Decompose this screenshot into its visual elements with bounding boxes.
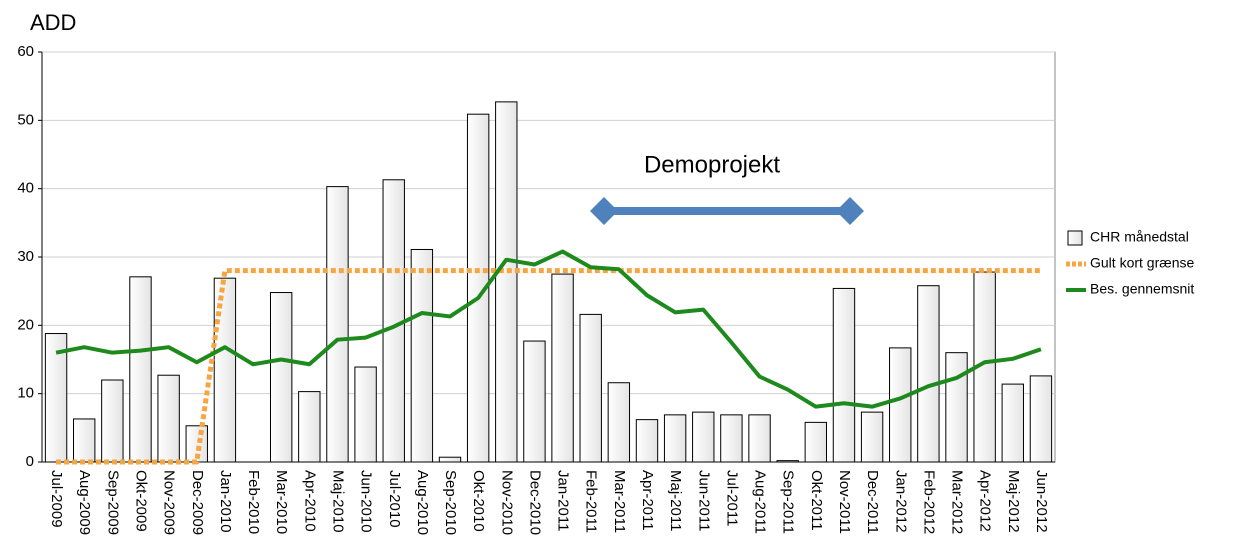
x-tick-label: Jun-2012: [1033, 470, 1050, 533]
x-tick-label: Jan-2010: [217, 470, 234, 533]
y-tick-label: 60: [17, 43, 34, 60]
x-tick-label: Maj-2011: [667, 470, 684, 531]
bar: [410, 248, 434, 463]
x-tick-label: Jun-2011: [695, 470, 712, 531]
x-tick-label: Okt-2010: [470, 470, 487, 532]
x-tick-label: Feb-2011: [583, 470, 600, 533]
x-tick-label: Nov-2009: [161, 470, 178, 535]
x-tick-label: Jul-2010: [386, 470, 403, 528]
y-tick-label: 30: [17, 248, 34, 265]
x-tick-label: Apr-2012: [977, 470, 994, 532]
x-tick-label: Nov-2011: [836, 470, 853, 534]
x-tick-label: Mar-2012: [949, 470, 966, 534]
bar: [692, 411, 715, 463]
x-tick-label: Feb-2010: [245, 470, 262, 534]
x-tick-label: Jul-2011: [723, 470, 740, 526]
bar: [157, 374, 180, 463]
x-tick-label: Mar-2011: [611, 470, 628, 533]
x-tick-label: Maj-2010: [329, 470, 346, 533]
bar: [269, 292, 293, 463]
bar: [523, 340, 546, 463]
limit-line: [56, 268, 1041, 465]
legend-label: Bes. gennemsnit: [1090, 281, 1194, 297]
x-tick-label: Aug-2011: [752, 470, 769, 534]
legend-label: Gult kort grænse: [1090, 255, 1194, 271]
x-tick-label: Apr-2011: [639, 470, 656, 531]
x-tick-label: Mar-2010: [273, 470, 290, 534]
bar: [551, 273, 574, 463]
y-tick-label: 50: [17, 111, 34, 128]
x-tick-label: Aug-2010: [414, 470, 431, 535]
bar: [326, 186, 349, 463]
bar: [101, 379, 124, 463]
x-tick-label: Dec-2010: [526, 470, 543, 535]
bar: [466, 113, 490, 463]
bar: [73, 418, 96, 463]
x-tick-label: Apr-2010: [301, 470, 318, 532]
legend-swatch: [1067, 230, 1083, 246]
bar: [129, 276, 152, 463]
x-tick-label: Feb-2012: [920, 470, 937, 534]
bar: [804, 421, 828, 463]
bar: [354, 366, 377, 463]
x-tick-label: Sep-2009: [104, 470, 121, 535]
bar: [945, 352, 968, 463]
bar: [860, 411, 884, 463]
average-line: [55, 249, 1042, 409]
y-tick-label: 0: [26, 453, 34, 470]
legend-label: CHR månedstal: [1090, 229, 1189, 245]
bar: [607, 382, 631, 463]
bar: [917, 285, 940, 463]
x-tick-label: Dec-2009: [189, 470, 206, 535]
bar: [663, 414, 687, 463]
bar: [776, 460, 799, 463]
bar: [635, 419, 659, 463]
bar: [832, 287, 856, 463]
x-tick-label: Sep-2011: [780, 470, 797, 534]
bar: [748, 414, 771, 463]
y-tick-label: 10: [17, 385, 34, 402]
bar: [579, 313, 602, 463]
y-tick-label: 40: [17, 180, 34, 197]
x-tick-label: Okt-2009: [133, 470, 150, 532]
x-tick-label: Jan-2011: [555, 470, 572, 531]
annotation-arrow: [590, 197, 864, 225]
bar: [495, 101, 518, 463]
x-tick-label: Maj-2012: [1005, 470, 1022, 533]
y-tick-label: 20: [17, 316, 34, 333]
bar: [298, 391, 321, 463]
x-tick-label: Jan-2012: [892, 470, 909, 533]
x-tick-label: Dec-2011: [864, 470, 881, 534]
x-tick-label: Sep-2010: [442, 470, 459, 535]
bar: [720, 414, 743, 463]
x-tick-label: Okt-2011: [808, 470, 825, 531]
annotation: Demoprojekt: [644, 151, 780, 178]
x-tick-label: Jul-2009: [48, 470, 65, 528]
bar: [889, 347, 912, 463]
bar: [1029, 375, 1053, 463]
y-title: ADD: [30, 10, 76, 35]
bar: [1001, 383, 1024, 463]
bar: [438, 456, 462, 463]
x-tick-label: Aug-2009: [76, 470, 93, 535]
x-tick-label: Nov-2010: [498, 470, 515, 535]
x-tick-label: Jun-2010: [358, 470, 375, 533]
